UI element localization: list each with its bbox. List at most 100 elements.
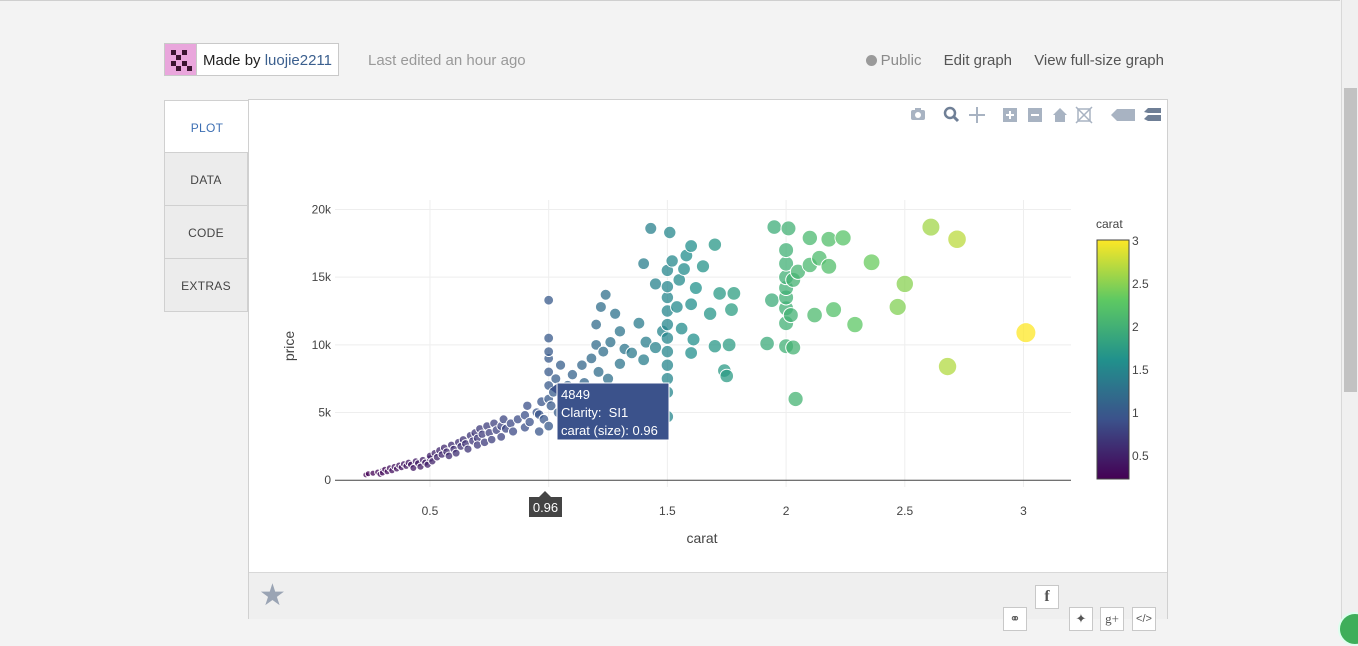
data-point[interactable] (947, 229, 967, 250)
data-point[interactable] (660, 331, 675, 345)
pan-icon[interactable] (969, 107, 985, 123)
hover-compare-icon[interactable] (1144, 108, 1161, 121)
data-point[interactable] (724, 302, 739, 318)
data-point[interactable] (766, 219, 783, 235)
data-point[interactable] (543, 294, 555, 306)
data-point[interactable] (592, 365, 605, 378)
data-point[interactable] (695, 259, 711, 274)
data-point[interactable] (543, 346, 555, 358)
data-point[interactable] (524, 416, 535, 428)
data-point[interactable] (648, 340, 663, 355)
data-point[interactable] (684, 346, 699, 360)
edit-graph-link[interactable]: Edit graph (943, 52, 1013, 69)
data-points[interactable] (362, 217, 1037, 479)
data-point[interactable] (496, 432, 507, 442)
data-point[interactable] (921, 217, 941, 237)
data-point[interactable] (599, 288, 612, 301)
data-point[interactable] (688, 280, 703, 295)
data-point[interactable] (726, 286, 742, 301)
data-point[interactable] (677, 262, 691, 276)
data-point[interactable] (522, 400, 533, 411)
data-point[interactable] (663, 225, 677, 240)
tab-extras[interactable]: EXTRAS (164, 259, 248, 312)
data-point[interactable] (597, 345, 610, 358)
data-point[interactable] (806, 306, 823, 324)
help-badge-icon[interactable] (1338, 612, 1358, 646)
data-point[interactable] (604, 336, 617, 349)
data-point[interactable] (1015, 322, 1037, 344)
data-point[interactable] (550, 373, 562, 385)
scrollbar-thumb[interactable] (1344, 88, 1357, 392)
data-point[interactable] (820, 230, 838, 248)
camera-icon[interactable] (911, 108, 925, 120)
data-point[interactable] (684, 297, 699, 312)
data-point[interactable] (834, 229, 852, 247)
data-point[interactable] (702, 306, 718, 321)
tab-data[interactable]: DATA (164, 153, 248, 206)
data-point[interactable] (554, 359, 567, 371)
avatar[interactable] (164, 43, 197, 76)
data-point[interactable] (625, 346, 639, 360)
star-icon[interactable]: ★ (259, 579, 286, 612)
data-point[interactable] (684, 239, 699, 253)
zoom-in-icon[interactable] (1003, 108, 1017, 122)
autoscale-home-icon[interactable] (1053, 108, 1067, 122)
data-point[interactable] (585, 352, 598, 365)
data-point[interactable] (660, 279, 675, 294)
page-scrollbar[interactable] (1341, 0, 1358, 634)
data-point[interactable] (648, 277, 663, 291)
data-point[interactable] (632, 316, 646, 330)
zoom-icon[interactable] (943, 106, 960, 123)
data-point[interactable] (670, 300, 684, 314)
data-point[interactable] (686, 332, 701, 347)
data-point[interactable] (543, 332, 555, 344)
data-point[interactable] (719, 368, 735, 384)
data-point[interactable] (785, 339, 802, 356)
tab-code[interactable]: CODE (164, 206, 248, 259)
data-point[interactable] (759, 335, 775, 352)
data-point[interactable] (507, 426, 519, 437)
public-indicator[interactable]: Public (865, 52, 921, 69)
data-point[interactable] (674, 321, 689, 336)
data-point[interactable] (543, 420, 555, 432)
data-point[interactable] (660, 317, 675, 332)
data-point[interactable] (888, 297, 907, 317)
data-point[interactable] (778, 242, 795, 259)
data-point[interactable] (545, 400, 557, 412)
data-point[interactable] (613, 357, 627, 371)
link-icon[interactable]: ⚭ (1003, 607, 1027, 631)
data-point[interactable] (590, 338, 603, 351)
data-point[interactable] (543, 366, 555, 378)
google-plus-icon[interactable]: g+ (1100, 607, 1124, 631)
data-point[interactable] (644, 221, 658, 235)
data-point[interactable] (825, 301, 843, 319)
data-point[interactable] (862, 253, 881, 272)
data-point[interactable] (463, 444, 473, 454)
reset-axes-icon[interactable] (1075, 106, 1093, 124)
hover-closest-icon[interactable] (1111, 109, 1135, 121)
data-point[interactable] (660, 358, 675, 372)
data-point[interactable] (937, 356, 958, 377)
data-point[interactable] (782, 307, 799, 324)
data-point[interactable] (590, 318, 603, 331)
data-point[interactable] (637, 257, 651, 271)
data-point[interactable] (895, 274, 915, 294)
author-link[interactable]: luojie2211 (264, 52, 332, 69)
data-point[interactable] (707, 339, 723, 354)
facebook-icon[interactable]: f (1035, 585, 1059, 609)
data-point[interactable] (712, 286, 727, 301)
data-point[interactable] (566, 368, 579, 381)
tab-plot[interactable]: PLOT (164, 100, 249, 153)
data-point[interactable] (846, 315, 864, 334)
twitter-icon[interactable]: ✦ (1069, 607, 1093, 631)
data-point[interactable] (801, 229, 819, 247)
data-point[interactable] (486, 434, 497, 445)
data-point[interactable] (787, 390, 804, 408)
data-point[interactable] (721, 337, 737, 353)
data-point[interactable] (594, 300, 607, 313)
data-point[interactable] (576, 359, 588, 371)
scatter-chart[interactable]: 0 5k 10k 15k 20k 0.5 1 1.5 2 2.5 3 carat price ca… (249, 100, 1167, 570)
data-point[interactable] (613, 325, 627, 338)
data-point[interactable] (637, 353, 651, 367)
data-point[interactable] (665, 254, 679, 268)
